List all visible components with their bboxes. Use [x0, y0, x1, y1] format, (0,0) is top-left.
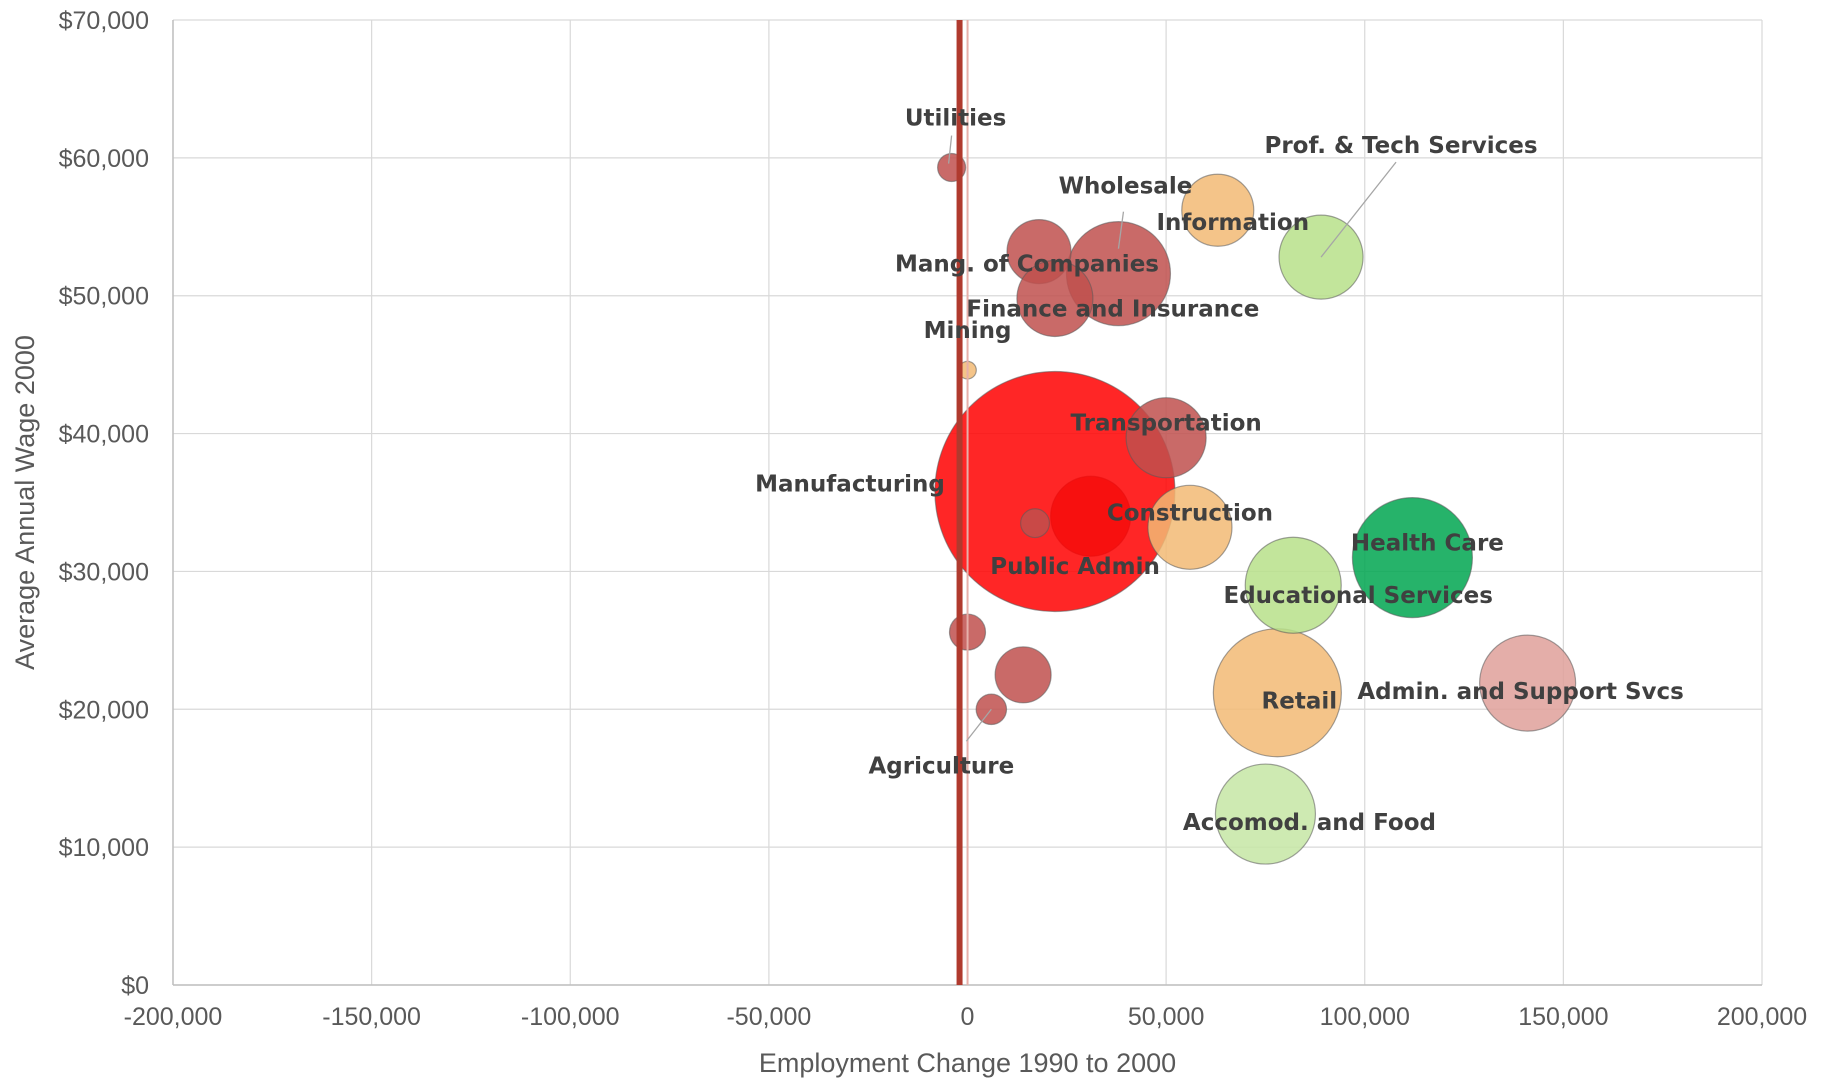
leader-line-prof-tech-services — [1320, 161, 1397, 258]
y-tick-label: $10,000 — [59, 834, 149, 862]
label-accomod-and-food: Accomod. and Food — [1183, 810, 1436, 836]
label-mang-of-companies: Mang. of Companies — [895, 252, 1159, 278]
x-tick-label: -100,000 — [521, 1003, 620, 1031]
label-construction: Construction — [1107, 500, 1273, 526]
x-tick-label: 0 — [961, 1003, 975, 1031]
leader-lines — [947, 135, 1397, 742]
label-prof-tech-services: Prof. & Tech Services — [1264, 133, 1537, 159]
x-tick-label: 150,000 — [1518, 1003, 1608, 1031]
bubble-public-admin — [1020, 508, 1051, 539]
label-transportation: Transportation — [1070, 411, 1261, 437]
bubble-transportation — [1125, 397, 1207, 479]
x-tick-label: -150,000 — [322, 1003, 421, 1031]
bubble-admin-and-support-svcs — [1479, 634, 1577, 732]
bubble-construction — [1147, 484, 1233, 570]
label-health-care: Health Care — [1351, 531, 1504, 557]
x-tick-label: 200,000 — [1717, 1003, 1807, 1031]
label-agriculture: Agriculture — [868, 753, 1014, 779]
leader-line-wholesale — [1117, 211, 1125, 249]
label-information: Information — [1156, 210, 1309, 236]
x-tick-label: 50,000 — [1128, 1003, 1204, 1031]
x-tick-label: 100,000 — [1320, 1003, 1410, 1031]
reference-line — [956, 20, 969, 985]
bubbles — [934, 152, 1577, 865]
bubble-information — [1181, 173, 1255, 247]
label-manufacturing: Manufacturing — [755, 471, 945, 497]
tick-labels: -200,000 -150,000 -100,000 -50,000 0 50,000 10… — [59, 7, 1808, 1031]
bubble-accomod-and-food — [1214, 763, 1317, 865]
bubble-unlabeled — [994, 646, 1052, 704]
label-educational-services: Educational Services — [1224, 583, 1493, 609]
bubble-health-care — [1351, 497, 1474, 619]
label-admin-and-support-svcs: Admin. and Support Svcs — [1357, 679, 1684, 705]
leader-line-utilities — [947, 135, 953, 164]
y-tick-label: $70,000 — [59, 7, 149, 35]
y-tick-label: $40,000 — [59, 421, 149, 449]
x-axis-title: Employment Change 1990 to 2000 — [759, 1048, 1176, 1078]
y-tick-label: $60,000 — [59, 145, 149, 173]
x-tick-label: -50,000 — [726, 1003, 811, 1031]
bubble-labels: Manufacturing Utilities Wholesale Mang. of … — [755, 106, 1684, 837]
label-retail: Retail — [1262, 689, 1338, 715]
y-tick-label: $20,000 — [59, 696, 149, 724]
leader-line-agriculture — [965, 708, 992, 742]
label-utilities: Utilities — [905, 106, 1007, 132]
y-tick-label: $50,000 — [59, 283, 149, 311]
label-wholesale: Wholesale — [1059, 174, 1193, 200]
y-tick-label: $30,000 — [59, 558, 149, 586]
label-public-admin: Public Admin — [990, 554, 1160, 580]
bubble-finance-and-insurance — [1016, 259, 1094, 338]
y-axis-title: Average Annual Wage 2000 — [10, 335, 40, 670]
x-tick-label: -200,000 — [124, 1003, 223, 1031]
y-tick-label: $0 — [121, 972, 149, 1000]
label-finance-and-insurance: Finance and Insurance — [966, 296, 1259, 322]
bubble-educational-services — [1244, 536, 1342, 634]
label-mining: Mining — [924, 318, 1012, 344]
